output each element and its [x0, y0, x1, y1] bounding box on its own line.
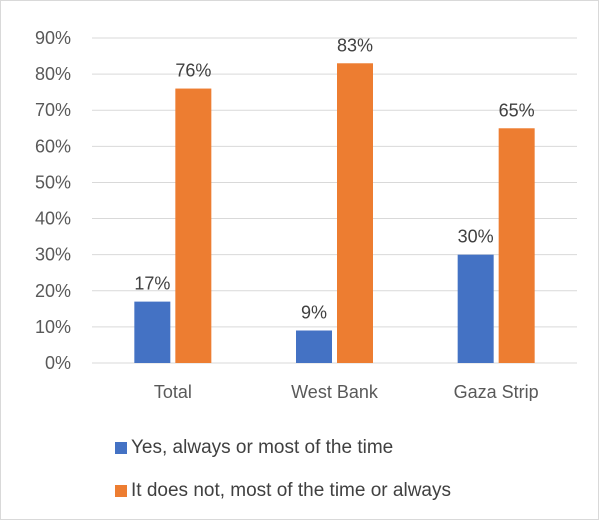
y-tick-label: 40% [35, 209, 71, 229]
data-label: 30% [458, 227, 494, 247]
y-tick-label: 50% [35, 172, 71, 192]
bar-no [337, 63, 373, 364]
x-tick-label: Gaza Strip [454, 382, 539, 401]
bar-yes [457, 254, 494, 363]
data-label: 83% [337, 35, 373, 55]
y-tick-label: 80% [35, 64, 71, 84]
y-tick-label: 70% [35, 100, 71, 120]
y-tick-label: 20% [35, 281, 71, 301]
data-label: 17% [134, 274, 170, 294]
y-tick-label: 10% [35, 317, 71, 337]
x-tick-label: Total [154, 382, 192, 401]
bar-yes [134, 301, 171, 363]
legend-swatch-no [115, 485, 127, 497]
bar-chart: 0% 10% 20% 30% 40% 50% 60% 70% 80% 90% 17% 76% Total… [35, 28, 577, 401]
data-label: 65% [499, 100, 535, 120]
bar-no [498, 128, 535, 363]
legend-label-yes: Yes, always or most of the time [131, 437, 394, 458]
bar-yes [296, 330, 332, 363]
legend-label-no: It does not, most of the time or always [131, 480, 451, 501]
y-tick-label: 0% [45, 353, 71, 373]
legend-item-no: It does not, most of the time or always [115, 480, 451, 502]
y-tick-label: 30% [35, 245, 71, 265]
data-label: 9% [301, 303, 327, 323]
y-tick-label: 90% [35, 28, 71, 48]
legend-item-yes: Yes, always or most of the time [115, 437, 393, 459]
data-label: 76% [175, 61, 211, 81]
legend-swatch-yes [115, 442, 127, 454]
y-tick-label: 60% [35, 136, 71, 156]
x-tick-label: West Bank [291, 382, 379, 401]
bar-no [175, 88, 212, 364]
